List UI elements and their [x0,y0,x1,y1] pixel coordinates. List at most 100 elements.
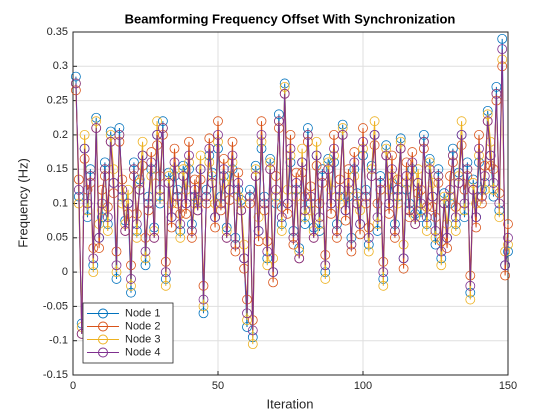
marker [485,150,496,161]
marker [91,116,102,127]
marker [439,191,450,202]
marker [198,308,209,319]
marker [453,178,464,188]
marker [227,136,238,147]
marker [82,198,93,209]
legend-marker [98,321,108,332]
marker [157,123,168,133]
y-tick-label: 0.25 [47,95,68,107]
marker [430,232,441,243]
marker [271,184,281,195]
y-tick-label: 0.3 [53,60,68,72]
marker [387,164,397,175]
marker [334,184,345,195]
marker [424,157,435,168]
marker [474,129,484,140]
marker [224,171,235,181]
marker [247,325,258,336]
marker [111,267,122,278]
marker [447,143,458,154]
marker [233,178,244,188]
marker [143,198,154,209]
marker [210,212,221,223]
marker [503,232,513,243]
marker [500,270,511,281]
marker [213,116,223,127]
marker [352,198,363,209]
marker [363,246,374,257]
marker [433,171,444,181]
marker [459,205,470,216]
marker [476,198,487,209]
marker [398,263,409,274]
legend-marker [98,347,108,358]
marker [416,198,426,209]
marker [227,150,238,161]
y-tick-label: -0.1 [49,335,68,347]
marker [503,246,513,257]
marker [282,198,293,209]
marker [482,109,493,120]
marker [445,184,455,195]
marker [418,129,429,140]
plot-frame [72,31,509,376]
legend-label: Node 1 [125,307,160,319]
marker [424,164,435,175]
marker [476,191,487,202]
marker [320,260,331,271]
y-tick-label: -0.15 [43,369,68,381]
marker [369,129,380,140]
marker [427,191,438,202]
marker [256,129,267,140]
marker [285,143,296,154]
marker [71,71,81,82]
y-tick-label: -0.05 [43,300,68,312]
marker [126,280,136,291]
y-tick-label: 0.2 [53,129,68,141]
marker [198,294,209,305]
marker [273,109,284,120]
marker [189,184,200,195]
marker [184,136,194,147]
marker [172,191,183,202]
marker [503,219,513,229]
marker [207,178,218,188]
marker [291,178,302,188]
marker [198,301,209,312]
series [71,44,513,339]
marker [340,205,351,216]
marker [184,150,194,161]
marker [186,232,197,243]
marker [126,274,136,284]
marker [244,184,255,195]
marker [157,116,168,127]
marker [416,212,426,223]
marker [131,219,142,229]
marker [230,239,241,250]
marker [401,157,412,168]
marker [337,129,348,140]
marker [140,253,151,264]
marker [401,171,412,181]
marker [395,136,406,147]
marker [279,81,290,92]
y-tick-label: 0.35 [47,26,68,38]
marker [381,150,392,161]
marker [442,243,453,253]
marker [169,143,180,154]
marker [398,253,409,264]
marker [459,198,470,209]
marker [442,232,453,243]
marker [242,322,252,332]
marker [349,157,360,168]
marker [355,219,366,229]
marker [291,167,302,178]
marker [79,143,90,154]
marker [378,280,389,291]
marker [204,133,215,144]
marker [323,164,334,175]
marker [215,198,226,209]
marker [175,232,186,243]
